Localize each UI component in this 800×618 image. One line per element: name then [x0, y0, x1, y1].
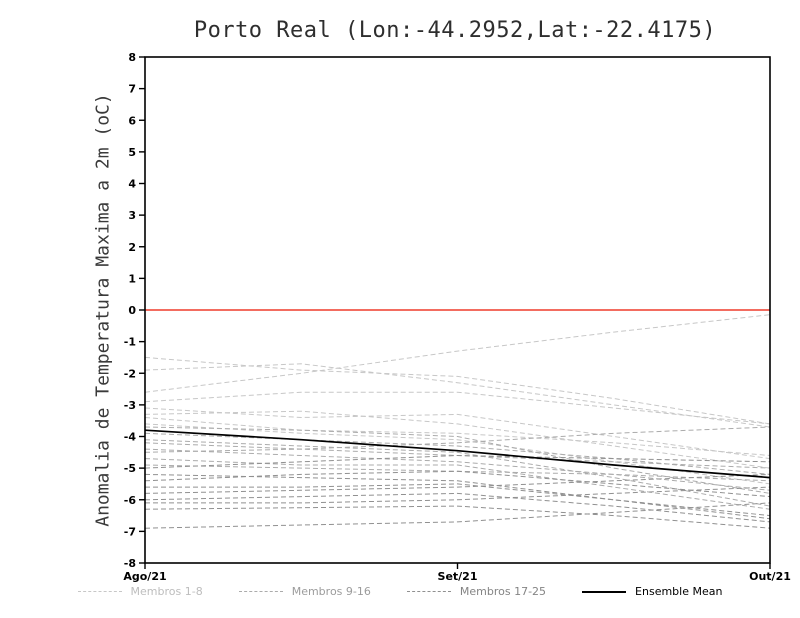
svg-text:-6: -6 [124, 494, 137, 507]
legend-label: Membros 17-25 [459, 585, 547, 598]
legend-item-3: Membros 17-25 [406, 585, 547, 598]
dashed-line-sample-icon [238, 591, 283, 592]
svg-text:7: 7 [128, 83, 136, 96]
svg-text:4: 4 [128, 178, 136, 191]
svg-text:Ago/21: Ago/21 [123, 570, 166, 583]
svg-text:Out/21: Out/21 [749, 570, 791, 583]
legend-item-4: Ensemble Mean [582, 585, 722, 598]
dashed-line-sample-icon [406, 591, 451, 592]
svg-text:5: 5 [128, 146, 136, 159]
chart-legend: Membros 1-8 Membros 9-16 Membros 17-25 Ense… [0, 585, 800, 598]
svg-text:-8: -8 [124, 557, 136, 570]
svg-text:-4: -4 [124, 431, 137, 444]
svg-text:1: 1 [128, 272, 136, 285]
svg-text:0: 0 [128, 304, 136, 317]
legend-item-2: Membros 9-16 [238, 585, 371, 598]
svg-text:3: 3 [128, 209, 136, 222]
dashed-line-sample-icon [77, 591, 122, 592]
svg-text:8: 8 [128, 51, 136, 64]
legend-label: Membros 1-8 [130, 585, 203, 598]
svg-text:2: 2 [128, 241, 136, 254]
solid-line-sample-icon [582, 590, 627, 593]
svg-text:-2: -2 [124, 367, 136, 380]
svg-text:-5: -5 [124, 462, 136, 475]
svg-text:-3: -3 [124, 399, 136, 412]
legend-label: Membros 9-16 [291, 585, 371, 598]
legend-item-1: Membros 1-8 [77, 585, 203, 598]
svg-text:-7: -7 [124, 525, 136, 538]
svg-text:Set/21: Set/21 [438, 570, 478, 583]
svg-text:-1: -1 [124, 336, 136, 349]
legend-label: Ensemble Mean [635, 585, 723, 598]
chart-title: Porto Real (Lon:-44.2952,Lat:-22.4175) [193, 18, 717, 43]
svg-text:6: 6 [128, 114, 136, 127]
